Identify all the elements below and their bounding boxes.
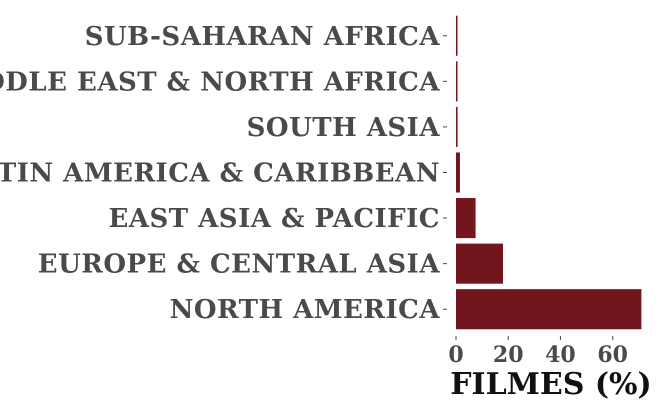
- x-ticks-group: 0 20 40 60: [443, 35, 628, 368]
- bar-0: [456, 15, 458, 56]
- category-label-1: MIDDLE EAST & NORTH AFRICA: [0, 67, 440, 97]
- bar-6: [456, 289, 642, 330]
- x-tick-label-3: 60: [597, 342, 628, 368]
- category-label-5: EUROPE & CENTRAL ASIA: [38, 250, 441, 280]
- bar-5: [456, 243, 503, 284]
- category-label-3: LATIN AMERICA & CARIBBEAN: [0, 159, 440, 189]
- x-tick-label-1: 20: [493, 342, 524, 368]
- category-label-4: EAST ASIA & PACIFIC: [108, 204, 440, 234]
- category-labels-group: SUB-SAHARAN AFRICA MIDDLE EAST & NORTH AF…: [0, 22, 440, 325]
- bar-3: [456, 152, 460, 193]
- category-label-0: SUB-SAHARAN AFRICA: [85, 22, 441, 52]
- x-axis-title: FILMES (%): [450, 367, 652, 402]
- x-tick-label-0: 0: [448, 342, 463, 368]
- bar-1: [456, 61, 458, 102]
- bars-group: [456, 15, 642, 330]
- bar-4: [456, 198, 476, 239]
- category-label-2: SOUTH ASIA: [247, 113, 441, 143]
- bar-2: [456, 106, 458, 147]
- x-tick-label-2: 40: [545, 342, 576, 368]
- category-label-6: NORTH AMERICA: [170, 295, 441, 325]
